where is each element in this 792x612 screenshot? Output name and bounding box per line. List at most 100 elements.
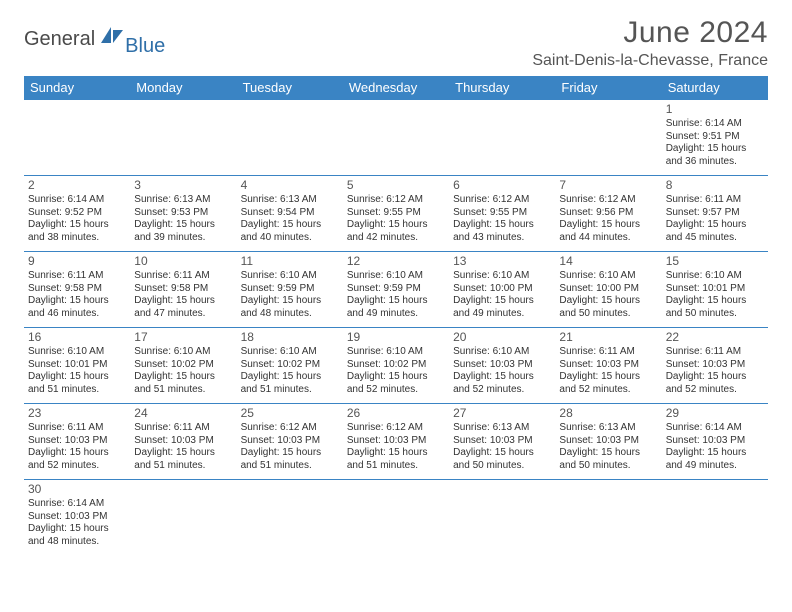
calendar-row: 9Sunrise: 6:11 AMSunset: 9:58 PMDaylight…	[24, 252, 768, 328]
cell-line: Sunset: 10:00 PM	[559, 283, 657, 296]
cell-line: Sunrise: 6:12 AM	[559, 194, 657, 207]
cell-line: Sunset: 10:00 PM	[453, 283, 551, 296]
cell-line: Sunset: 10:02 PM	[347, 359, 445, 372]
calendar-cell-empty	[449, 100, 555, 176]
cell-line: Daylight: 15 hours	[241, 371, 339, 384]
calendar-cell: 24Sunrise: 6:11 AMSunset: 10:03 PMDaylig…	[130, 404, 236, 480]
calendar-cell: 3Sunrise: 6:13 AMSunset: 9:53 PMDaylight…	[130, 176, 236, 252]
cell-line: Sunset: 9:56 PM	[559, 207, 657, 220]
header: General Blue June 2024 Saint-Denis-la-Ch…	[24, 16, 768, 70]
cell-line: and 51 minutes.	[347, 460, 445, 473]
cell-line: Daylight: 15 hours	[347, 447, 445, 460]
cell-line: and 48 minutes.	[28, 536, 126, 549]
day-header: Saturday	[662, 76, 768, 100]
day-number: 16	[28, 330, 126, 345]
day-number: 30	[28, 482, 126, 497]
cell-line: Sunset: 10:03 PM	[559, 359, 657, 372]
day-number: 2	[28, 178, 126, 193]
month-title: June 2024	[532, 16, 768, 50]
cell-line: and 51 minutes.	[134, 460, 232, 473]
cell-line: Sunrise: 6:12 AM	[347, 194, 445, 207]
calendar-cell: 10Sunrise: 6:11 AMSunset: 9:58 PMDayligh…	[130, 252, 236, 328]
cell-line: and 50 minutes.	[453, 460, 551, 473]
day-number: 24	[134, 406, 232, 421]
cell-line: and 50 minutes.	[666, 308, 764, 321]
cell-line: Sunrise: 6:10 AM	[241, 270, 339, 283]
calendar-cell: 21Sunrise: 6:11 AMSunset: 10:03 PMDaylig…	[555, 328, 661, 404]
cell-line: Daylight: 15 hours	[666, 371, 764, 384]
logo: General Blue	[24, 22, 165, 56]
day-number: 22	[666, 330, 764, 345]
calendar-cell-empty	[24, 100, 130, 176]
calendar-row: 1Sunrise: 6:14 AMSunset: 9:51 PMDaylight…	[24, 100, 768, 176]
cell-line: Sunset: 10:03 PM	[559, 435, 657, 448]
cell-line: Sunset: 9:58 PM	[28, 283, 126, 296]
cell-line: Sunset: 9:53 PM	[134, 207, 232, 220]
cell-line: Sunrise: 6:13 AM	[453, 422, 551, 435]
day-number: 28	[559, 406, 657, 421]
cell-line: Sunrise: 6:10 AM	[453, 270, 551, 283]
cell-line: Daylight: 15 hours	[28, 219, 126, 232]
cell-line: Sunset: 10:03 PM	[666, 359, 764, 372]
cell-line: and 47 minutes.	[134, 308, 232, 321]
cell-line: Daylight: 15 hours	[559, 447, 657, 460]
day-number: 19	[347, 330, 445, 345]
cell-line: Sunrise: 6:14 AM	[28, 194, 126, 207]
day-number: 23	[28, 406, 126, 421]
cell-line: and 50 minutes.	[559, 308, 657, 321]
cell-line: Daylight: 15 hours	[347, 371, 445, 384]
calendar-cell: 9Sunrise: 6:11 AMSunset: 9:58 PMDaylight…	[24, 252, 130, 328]
day-number: 15	[666, 254, 764, 269]
cell-line: Sunrise: 6:10 AM	[347, 270, 445, 283]
cell-line: Daylight: 15 hours	[28, 295, 126, 308]
day-number: 17	[134, 330, 232, 345]
day-number: 5	[347, 178, 445, 193]
cell-line: Sunrise: 6:10 AM	[241, 346, 339, 359]
cell-line: Sunset: 9:52 PM	[28, 207, 126, 220]
calendar-body: 1Sunrise: 6:14 AMSunset: 9:51 PMDaylight…	[24, 100, 768, 556]
cell-line: Sunrise: 6:12 AM	[241, 422, 339, 435]
cell-line: Sunset: 10:03 PM	[134, 435, 232, 448]
cell-line: and 42 minutes.	[347, 232, 445, 245]
cell-line: Sunrise: 6:10 AM	[28, 346, 126, 359]
cell-line: Sunrise: 6:12 AM	[347, 422, 445, 435]
cell-line: Daylight: 15 hours	[666, 143, 764, 156]
calendar-cell-empty	[343, 480, 449, 556]
calendar-cell: 23Sunrise: 6:11 AMSunset: 10:03 PMDaylig…	[24, 404, 130, 480]
calendar-cell-empty	[237, 100, 343, 176]
cell-line: Sunrise: 6:10 AM	[559, 270, 657, 283]
cell-line: Sunrise: 6:11 AM	[134, 422, 232, 435]
cell-line: and 51 minutes.	[241, 384, 339, 397]
day-number: 4	[241, 178, 339, 193]
calendar-page: General Blue June 2024 Saint-Denis-la-Ch…	[0, 0, 792, 556]
cell-line: Daylight: 15 hours	[453, 295, 551, 308]
cell-line: Daylight: 15 hours	[28, 371, 126, 384]
calendar-cell: 15Sunrise: 6:10 AMSunset: 10:01 PMDaylig…	[662, 252, 768, 328]
cell-line: Daylight: 15 hours	[28, 523, 126, 536]
cell-line: Sunset: 10:02 PM	[241, 359, 339, 372]
cell-line: Daylight: 15 hours	[241, 219, 339, 232]
cell-line: Sunset: 9:59 PM	[241, 283, 339, 296]
cell-line: Sunset: 10:01 PM	[28, 359, 126, 372]
cell-line: and 49 minutes.	[453, 308, 551, 321]
cell-line: and 43 minutes.	[453, 232, 551, 245]
location: Saint-Denis-la-Chevasse, France	[532, 52, 768, 70]
cell-line: Sunrise: 6:10 AM	[666, 270, 764, 283]
cell-line: and 51 minutes.	[134, 384, 232, 397]
cell-line: Daylight: 15 hours	[666, 295, 764, 308]
day-header: Wednesday	[343, 76, 449, 100]
day-header: Friday	[555, 76, 661, 100]
calendar-head: SundayMondayTuesdayWednesdayThursdayFrid…	[24, 76, 768, 100]
cell-line: Sunset: 9:57 PM	[666, 207, 764, 220]
day-number: 9	[28, 254, 126, 269]
cell-line: Sunset: 9:59 PM	[347, 283, 445, 296]
calendar-cell: 19Sunrise: 6:10 AMSunset: 10:02 PMDaylig…	[343, 328, 449, 404]
cell-line: and 51 minutes.	[241, 460, 339, 473]
cell-line: and 39 minutes.	[134, 232, 232, 245]
cell-line: Sunset: 9:55 PM	[347, 207, 445, 220]
cell-line: and 40 minutes.	[241, 232, 339, 245]
calendar-cell: 17Sunrise: 6:10 AMSunset: 10:02 PMDaylig…	[130, 328, 236, 404]
cell-line: and 45 minutes.	[666, 232, 764, 245]
calendar-cell-empty	[130, 480, 236, 556]
day-header: Monday	[130, 76, 236, 100]
